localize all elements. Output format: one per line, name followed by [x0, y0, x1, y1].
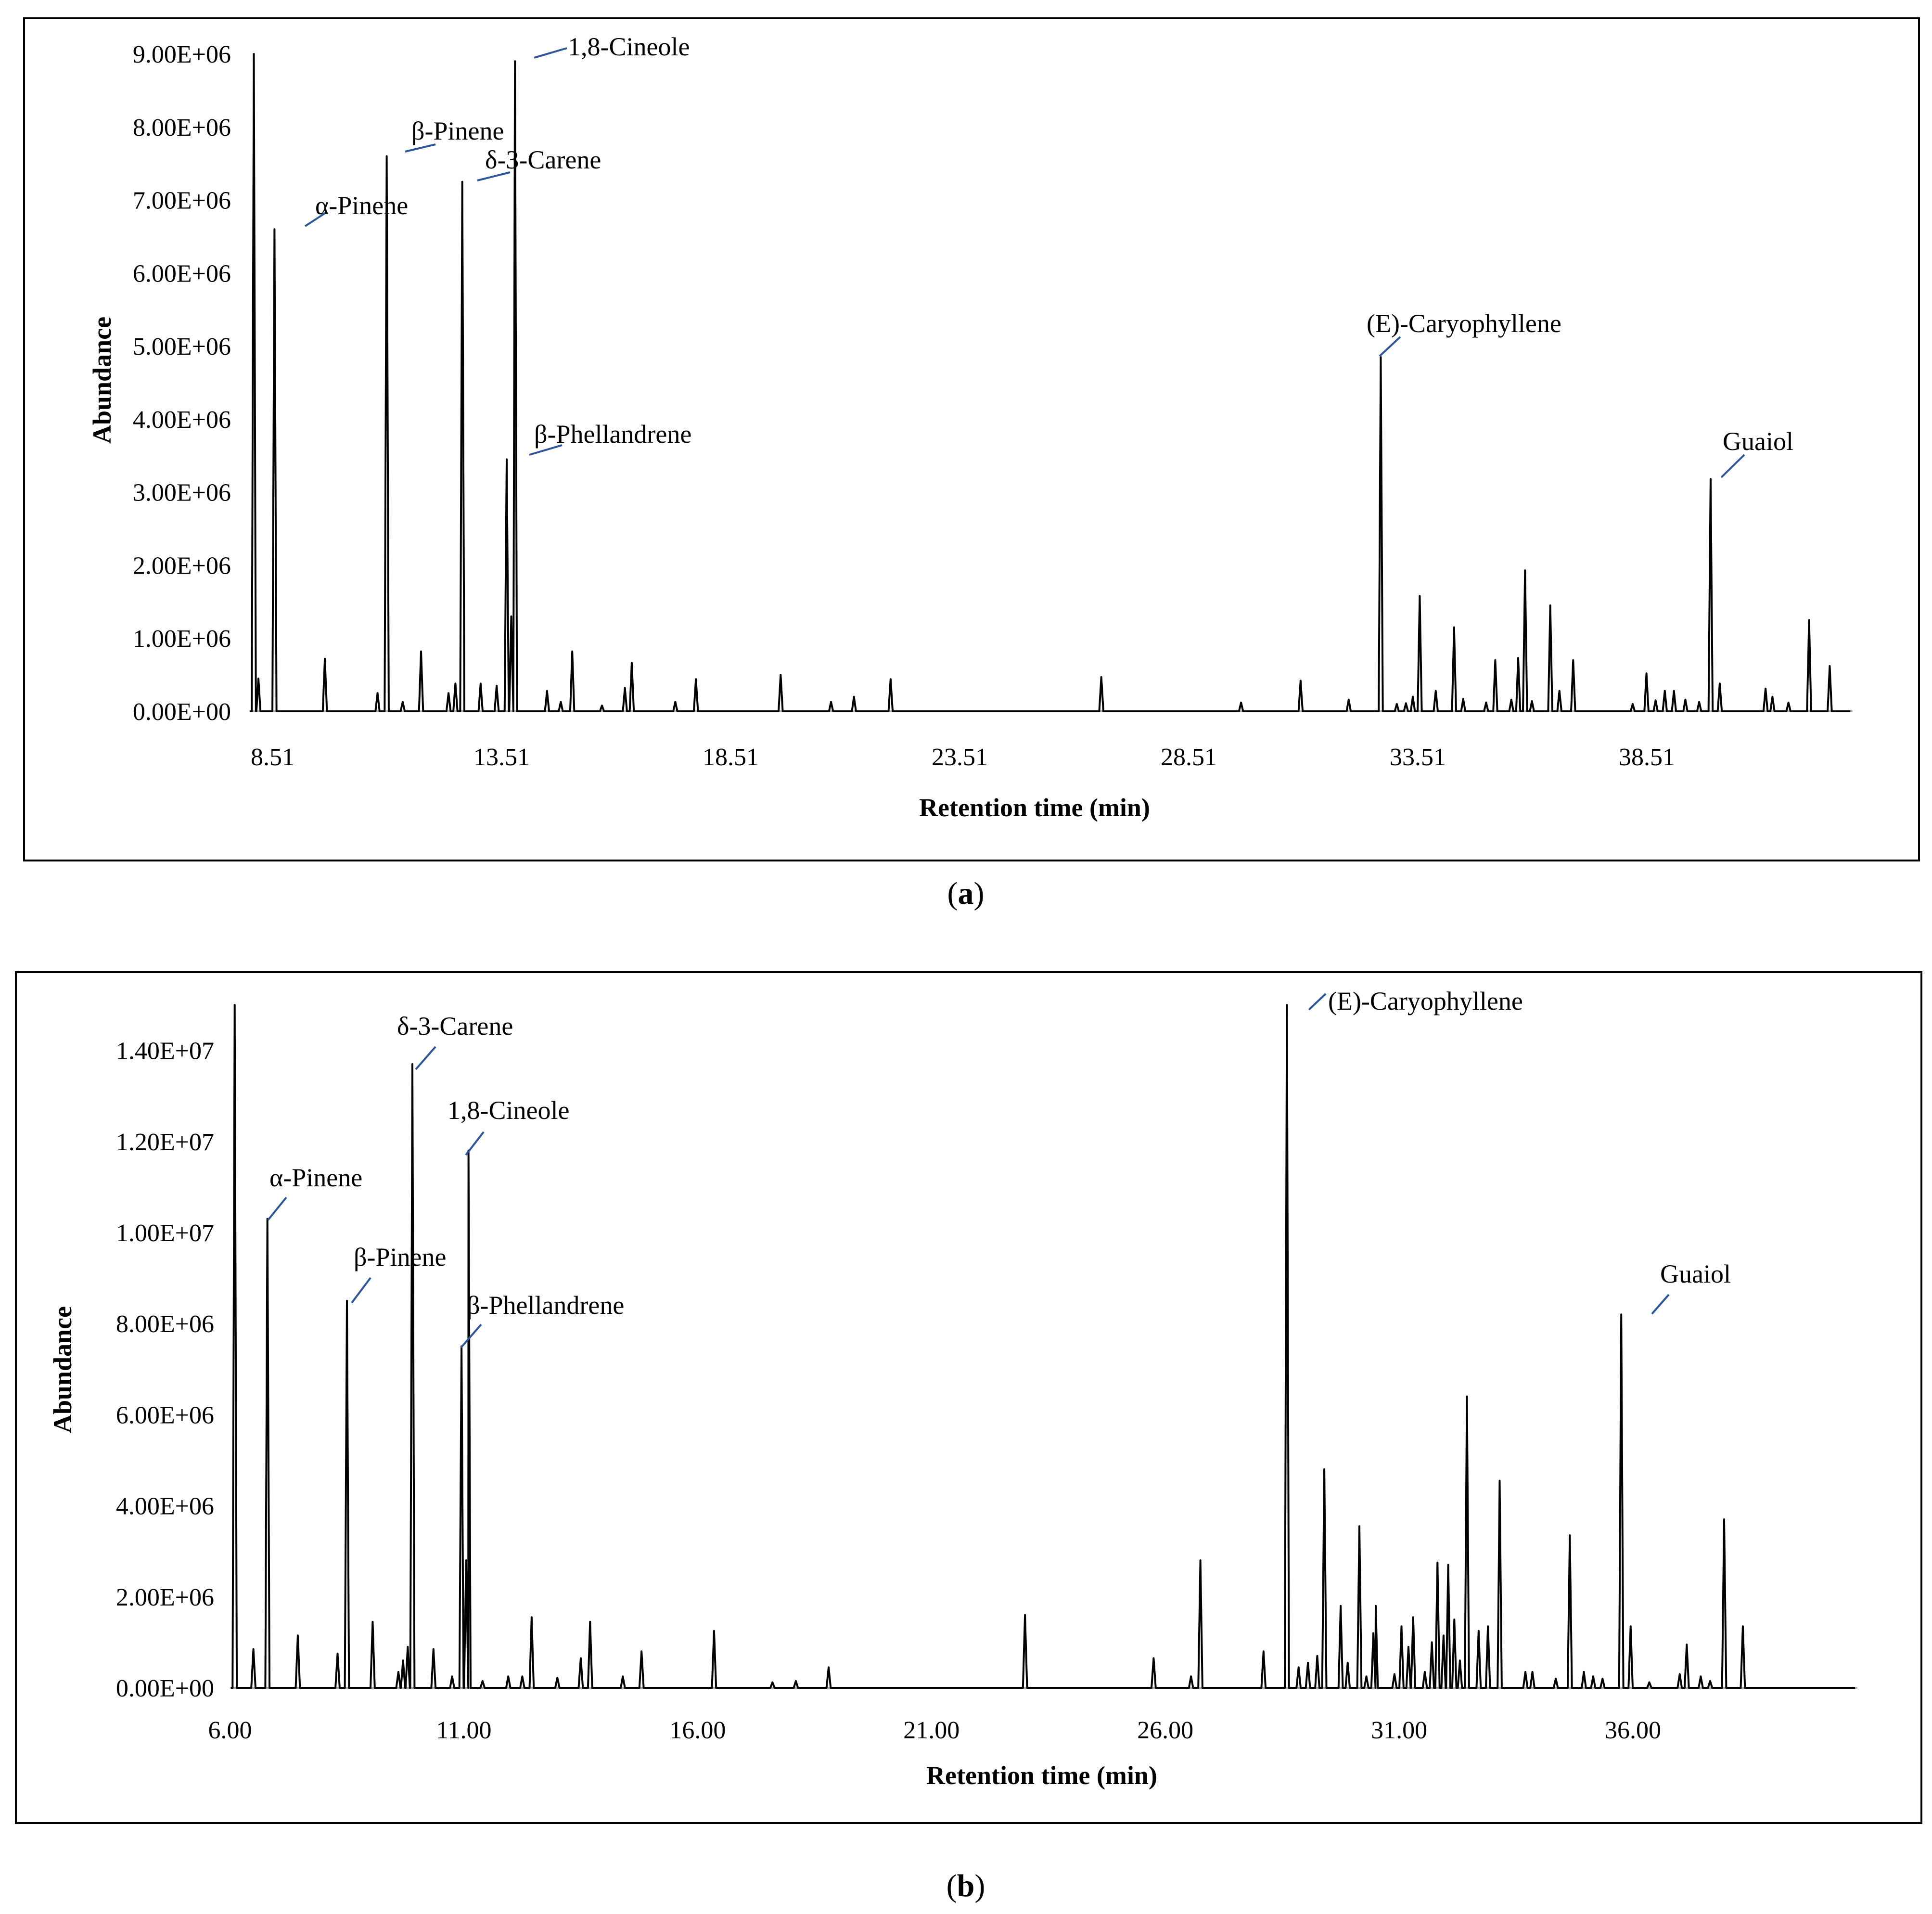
peak-leader-line — [534, 47, 567, 59]
y-tick-label: 1.20E+07 — [116, 1129, 214, 1156]
x-tick-label: 18.51 — [703, 744, 759, 771]
x-tick-label: 26.00 — [1137, 1717, 1193, 1744]
peak-leader-line — [1308, 993, 1327, 1011]
panel-a-y-ticks: 0.00E+00 1.00E+06 2.00E+06 3.00E+06 4.00E+06… — [133, 41, 231, 726]
y-tick-label: 4.00E+06 — [133, 406, 231, 434]
peak-leader-line — [405, 143, 436, 153]
x-tick-label: 33.51 — [1390, 744, 1446, 771]
x-tick-label: 11.00 — [436, 1717, 491, 1744]
y-tick-label: 1.40E+07 — [116, 1038, 214, 1065]
peak-label: Guaiol — [1660, 1259, 1731, 1288]
peak-leader-line — [529, 444, 563, 456]
y-tick-label: 0.00E+00 — [133, 698, 231, 726]
peak-label: α-Pinene — [315, 191, 408, 220]
peak-leader-line — [1720, 454, 1745, 478]
y-tick-label: 7.00E+06 — [133, 187, 231, 215]
y-tick-label: 0.00E+00 — [116, 1675, 214, 1702]
y-tick-label: 9.00E+06 — [133, 41, 231, 68]
peak-label: β-Pinene — [411, 116, 504, 145]
panel-b-y-axis-title: Abundance — [48, 1306, 77, 1433]
x-tick-label: 31.00 — [1371, 1717, 1427, 1744]
y-tick-label: 1.00E+07 — [116, 1220, 214, 1247]
panel-a-y-axis-title: Abundance — [88, 317, 116, 444]
x-tick-label: 6.00 — [208, 1717, 252, 1744]
panel-a-x-axis-title: Retention time (min) — [919, 793, 1150, 822]
panel-b-peak-labels: α-Pinene β-Pinene δ-3-Carene 1,8-Cineole β-P… — [267, 987, 1731, 1349]
panel-b-y-ticks: 0.00E+00 2.00E+06 4.00E+06 6.00E+06 8.00E+06… — [116, 1038, 214, 1702]
peak-leader-line — [304, 211, 328, 227]
peak-leader-line — [1651, 1294, 1670, 1315]
peak-leader-line — [351, 1277, 371, 1304]
x-tick-label: 16.00 — [669, 1717, 726, 1744]
y-tick-label: 4.00E+06 — [116, 1493, 214, 1520]
x-tick-label: 36.00 — [1605, 1717, 1661, 1744]
chromatogram-panel-b: Abundance Retention time (min) 0.00E+00 2… — [15, 971, 1922, 1824]
x-tick-label: 8.51 — [251, 744, 294, 771]
y-tick-label: 1.00E+06 — [133, 625, 231, 653]
y-tick-label: 8.00E+06 — [116, 1310, 214, 1338]
peak-label: β-Pinene — [354, 1243, 446, 1272]
peak-label: δ-3-Carene — [397, 1012, 513, 1040]
panel-a-caption: (a) — [947, 876, 985, 911]
x-tick-label: 28.51 — [1161, 744, 1217, 771]
panel-b-caption: (b) — [947, 1868, 985, 1903]
peak-label: β-Phellandrene — [467, 1291, 624, 1320]
y-tick-label: 6.00E+06 — [116, 1401, 214, 1429]
panel-b-x-axis-title: Retention time (min) — [926, 1761, 1157, 1790]
panel-a-x-ticks: 8.51 13.51 18.51 23.51 28.51 33.51 38.51 — [251, 744, 1675, 771]
peak-label: (E)-Caryophyllene — [1367, 309, 1561, 338]
peak-leader-line — [267, 1196, 287, 1221]
peak-label: α-Pinene — [269, 1163, 362, 1192]
y-tick-label: 5.00E+06 — [133, 333, 231, 360]
chromatogram-panel-a: Abundance Retention time (min) 0.00E+00 1… — [23, 17, 1920, 861]
peak-leader-line — [465, 1131, 485, 1156]
y-tick-label: 8.00E+06 — [133, 114, 231, 141]
peak-leader-line — [477, 171, 511, 181]
y-tick-label: 6.00E+06 — [133, 260, 231, 287]
peak-leader-line — [1379, 336, 1401, 357]
panel-b-x-ticks: 6.00 11.00 16.00 21.00 26.00 31.00 36.00 — [208, 1717, 1662, 1744]
y-tick-label: 3.00E+06 — [133, 479, 231, 507]
y-tick-label: 2.00E+06 — [133, 552, 231, 579]
peak-label: 1,8-Cineole — [448, 1096, 569, 1125]
peak-leader-line — [460, 1323, 482, 1349]
x-tick-label: 38.51 — [1619, 744, 1675, 771]
peak-label: (E)-Caryophyllene — [1328, 987, 1523, 1015]
x-tick-label: 23.51 — [932, 744, 988, 771]
peak-leader-line — [415, 1046, 436, 1070]
panel-b-frame — [15, 971, 1922, 1824]
x-tick-label: 13.51 — [473, 744, 530, 771]
y-tick-label: 2.00E+06 — [116, 1584, 214, 1611]
peak-label: β-Phellandrene — [534, 420, 691, 449]
panel-a-frame — [23, 17, 1920, 861]
panel-a-chromatogram-trace — [250, 53, 1851, 712]
x-tick-label: 21.00 — [903, 1717, 960, 1744]
peak-label: Guaiol — [1723, 427, 1793, 456]
peak-label: δ-3-Carene — [485, 145, 601, 174]
panel-b-chromatogram-trace — [230, 1004, 1855, 1689]
peak-label: 1,8-Cineole — [568, 32, 690, 61]
